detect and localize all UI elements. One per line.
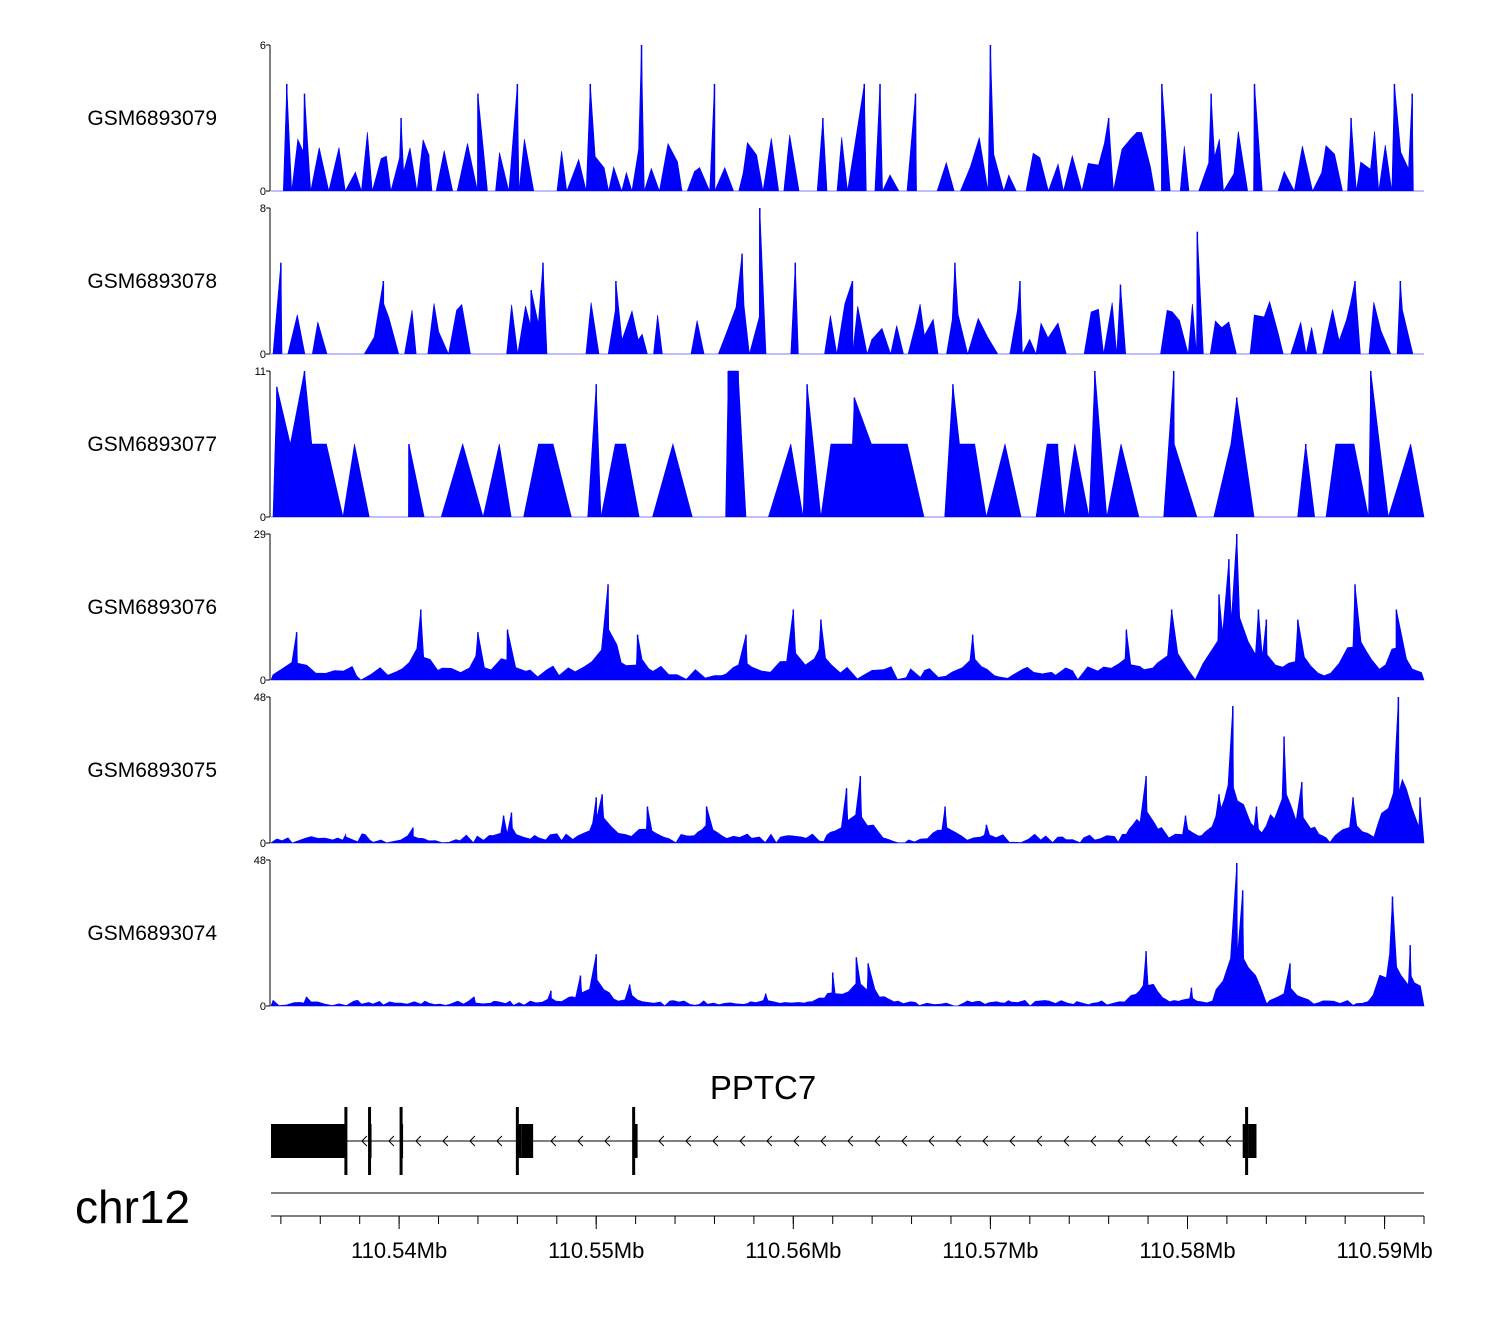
coding-exon <box>1245 1107 1248 1175</box>
tick-label: 110.54Mb <box>351 1238 447 1263</box>
y-max-label: 6 <box>260 40 266 52</box>
y-max-label: 48 <box>254 692 266 704</box>
y-max-label: 11 <box>255 366 266 378</box>
genome-browser-figure: GSM689307960GSM689307880GSM6893077110GSM… <box>0 0 1500 1320</box>
y-min-label: 0 <box>260 512 266 524</box>
track-label: GSM6893076 <box>87 596 217 619</box>
coding-exon <box>400 1107 403 1175</box>
track-GSM6893075: GSM6893075 48 0 <box>87 692 1424 850</box>
genome-axis: chr12 110.54Mb 110.55Mb 110.56Mb 110.57Mb 11… <box>75 1181 1433 1263</box>
coverage-tracks: GSM689307960GSM689307880GSM6893077110GSM… <box>87 40 1424 1013</box>
tick-label: 110.55Mb <box>548 1238 644 1263</box>
y-min-label: 0 <box>260 1001 266 1013</box>
axis-ticks: 110.54Mb 110.55Mb 110.56Mb 110.57Mb 110.58Mb… <box>281 1216 1433 1263</box>
track-label: GSM6893075 <box>87 759 217 782</box>
exon <box>1249 1124 1257 1158</box>
coding-exon <box>368 1107 371 1175</box>
coverage-area <box>271 208 1424 354</box>
y-min-label: 0 <box>260 186 266 198</box>
chromosome-label: chr12 <box>75 1181 190 1233</box>
track-label: GSM6893079 <box>87 107 217 130</box>
track-GSM6893077: GSM6893077 11 0 <box>87 366 1424 524</box>
coverage-area <box>271 371 1424 517</box>
tick-label: 110.59Mb <box>1336 1238 1432 1263</box>
coding-exon <box>344 1107 347 1175</box>
track-GSM6893074: GSM6893074 48 0 <box>87 855 1424 1013</box>
y-min-label: 0 <box>260 675 266 687</box>
y-min-label: 0 <box>260 838 266 850</box>
y-max-label: 48 <box>254 855 266 867</box>
coding-exon <box>516 1107 519 1175</box>
coverage-area <box>271 863 1424 1006</box>
gene-model <box>271 1107 1256 1175</box>
tick-label: 110.56Mb <box>745 1238 841 1263</box>
coding-exon <box>632 1107 635 1175</box>
y-max-label: 29 <box>254 529 266 541</box>
gene-annotation-track: PPTC7 <box>271 1069 1256 1175</box>
exon <box>521 1124 533 1158</box>
tick-label: 110.57Mb <box>942 1238 1038 1263</box>
coverage-area <box>271 45 1424 191</box>
coverage-area <box>271 697 1424 843</box>
tick-label: 110.58Mb <box>1139 1238 1235 1263</box>
track-label: GSM6893074 <box>87 922 217 945</box>
exon <box>271 1124 346 1158</box>
track-GSM6893079: GSM6893079 6 0 <box>87 40 1424 198</box>
track-label: GSM6893077 <box>87 433 217 456</box>
track-GSM6893076: GSM6893076 29 0 <box>87 529 1424 687</box>
coverage-area <box>271 534 1424 680</box>
track-GSM6893078: GSM6893078 8 0 <box>87 203 1424 361</box>
track-label: GSM6893078 <box>87 270 217 293</box>
y-min-label: 0 <box>260 349 266 361</box>
gene-label: PPTC7 <box>710 1069 816 1106</box>
y-max-label: 8 <box>260 203 266 215</box>
